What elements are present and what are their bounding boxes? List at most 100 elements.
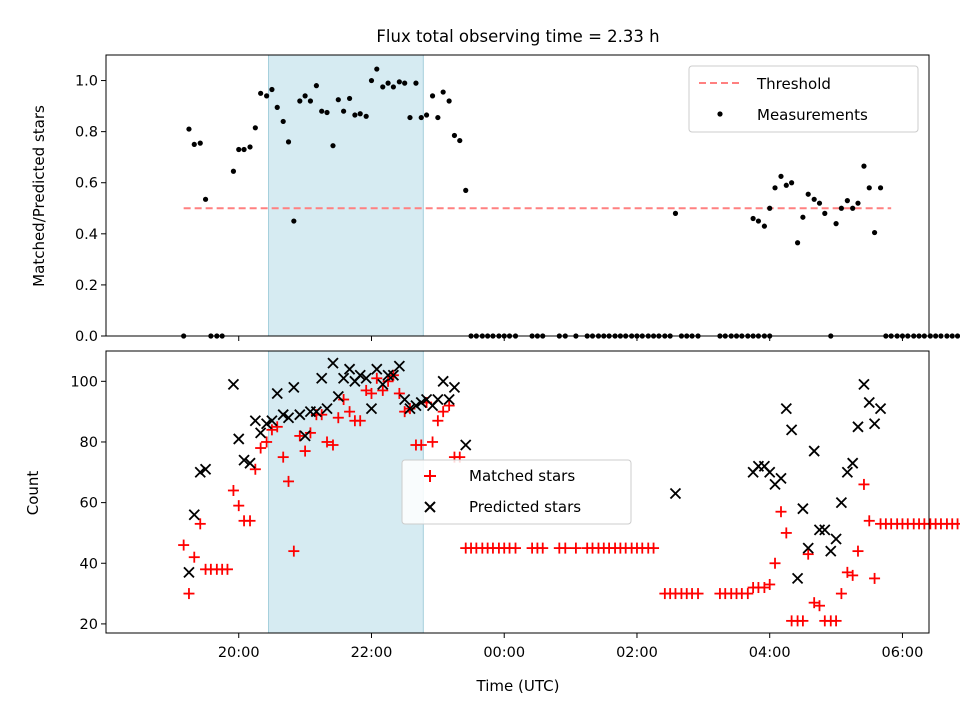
measurement-point — [794, 240, 801, 246]
measurement-point — [202, 196, 209, 202]
bottom-x-tick-label: 06:00 — [882, 645, 924, 661]
matched-star-point — [188, 551, 200, 563]
measurement-point — [402, 80, 408, 86]
matched-star-point — [233, 500, 245, 512]
measurement-point — [374, 66, 380, 72]
top-y-label: Matched/Predicted stars — [30, 105, 48, 287]
matched-star-point — [327, 439, 339, 451]
bottom-legend-box — [401, 459, 632, 525]
measurement-point — [944, 333, 950, 339]
matched-star-point — [371, 372, 383, 384]
predicted-star-point — [841, 466, 854, 478]
predicted-star-point — [238, 454, 250, 466]
measurement-point — [319, 108, 325, 114]
measurement-point — [236, 146, 242, 153]
matched-star-point — [294, 430, 306, 442]
predicted-star-point — [310, 406, 323, 418]
predicted-star-point — [460, 439, 472, 451]
matched-star-point — [692, 588, 704, 600]
top-panel: 0.0 0.2 0.4 0.6 0.8 1.0 Matched/Predicted sta… — [30, 54, 960, 345]
legend-measurements-label: Measurements — [757, 106, 868, 124]
bottom-y-tick-label: 20 — [80, 617, 98, 633]
predicted-star-point — [393, 360, 405, 372]
predicted-star-point — [797, 503, 809, 515]
chart-title: Flux total observing time = 2.33 h — [376, 27, 659, 46]
predicted-star-point — [443, 393, 455, 406]
matched-star-point — [338, 394, 350, 406]
predicted-star-point — [808, 445, 820, 457]
bottom-axes-frame — [105, 350, 930, 634]
predicted-star-point — [371, 363, 383, 375]
measurement-point — [767, 205, 773, 211]
predicted-star-point — [227, 378, 240, 390]
matched-star-point — [261, 436, 273, 448]
measurement-point — [285, 139, 292, 145]
predicted-star-point — [775, 472, 787, 484]
matched-star-point — [537, 542, 549, 554]
measurement-point — [855, 200, 861, 206]
predicted-star-point — [802, 542, 814, 554]
predicted-star-point — [199, 463, 212, 475]
matched-star-point — [559, 542, 571, 554]
predicted-star-point — [249, 415, 261, 427]
predicted-star-point — [343, 363, 356, 375]
matched-star-point — [510, 542, 522, 554]
predicted-star-point — [271, 387, 283, 400]
predicted-star-point — [874, 402, 887, 415]
predicted-star-point — [183, 566, 195, 578]
matched-star-point — [863, 515, 875, 527]
measurement-point — [816, 200, 823, 206]
predicted-star-point — [432, 393, 444, 406]
bottom-y-tick-label: 60 — [80, 496, 98, 512]
top-y-tick-label: 0.6 — [75, 176, 98, 192]
predicted-star-point — [830, 533, 842, 545]
measurement-point — [269, 86, 275, 93]
bottom-x-tick-label: 04:00 — [749, 645, 791, 661]
matched-star-point — [382, 375, 394, 387]
measurement-point — [440, 89, 446, 95]
measurement-point — [302, 93, 308, 99]
top-x-ticks — [238, 336, 903, 341]
measurement-point — [783, 182, 789, 188]
measurement-point — [357, 111, 363, 117]
matched-star-point — [365, 387, 377, 399]
predicted-star-point — [194, 466, 206, 478]
measurement-point — [335, 97, 341, 103]
bottom-x-label: Time (UTC) — [476, 677, 560, 695]
predicted-star-point — [255, 427, 267, 439]
matched-star-point — [847, 569, 859, 581]
measurement-point — [407, 114, 413, 121]
predicted-star-point — [852, 421, 864, 433]
matched-star-point — [249, 463, 261, 475]
predicted-star-point — [360, 372, 372, 384]
measurement-point — [313, 83, 319, 89]
predicted-star-point — [266, 415, 278, 427]
predicted-star-point — [387, 369, 400, 381]
predicted-star-point — [437, 375, 449, 387]
measurement-point — [949, 333, 955, 339]
measurement-point — [307, 98, 314, 104]
measurement-point — [833, 221, 839, 227]
measurement-point — [446, 98, 452, 104]
measurement-point — [933, 333, 939, 339]
predicted-star-point — [299, 430, 311, 442]
matched-star-point — [299, 445, 311, 457]
predicted-star-point — [188, 509, 200, 521]
legend-matched-swatch — [424, 470, 436, 482]
matched-star-point — [304, 427, 316, 439]
measurement-point — [844, 198, 850, 204]
measurement-point — [429, 93, 436, 99]
measurement-point — [363, 113, 369, 119]
matched-star-point — [316, 409, 328, 421]
predicted-star-point — [365, 402, 378, 415]
bottom-highlight-layer — [268, 350, 424, 634]
measurement-point — [938, 333, 944, 339]
measurement-point — [297, 98, 303, 104]
matched-star-point — [830, 615, 842, 627]
legend-predicted-swatch — [424, 501, 436, 513]
predicted-star-point — [316, 372, 328, 384]
predicted-star-point — [669, 487, 682, 500]
matched-star-point — [437, 406, 449, 418]
matched-star-point — [271, 421, 283, 433]
matched-star-point — [769, 557, 781, 569]
